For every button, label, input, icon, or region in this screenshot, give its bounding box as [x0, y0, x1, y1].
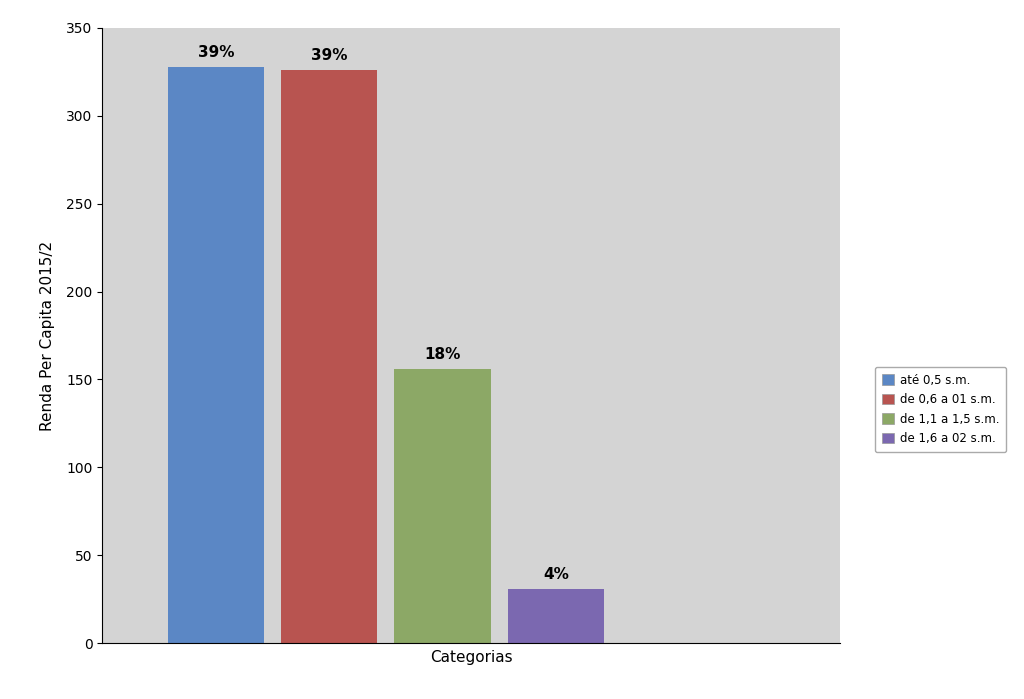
Bar: [168, 66, 264, 643]
Bar: [508, 589, 604, 643]
Bar: [281, 70, 378, 643]
Y-axis label: Renda Per Capita 2015/2: Renda Per Capita 2015/2: [40, 240, 55, 431]
Text: 39%: 39%: [311, 48, 347, 63]
Text: 18%: 18%: [425, 347, 461, 362]
X-axis label: Categorias: Categorias: [430, 650, 512, 665]
Legend: até 0,5 s.m., de 0,6 a 01 s.m., de 1,1 a 1,5 s.m., de 1,6 a 02 s.m.: até 0,5 s.m., de 0,6 a 01 s.m., de 1,1 a…: [876, 366, 1007, 452]
Text: 4%: 4%: [543, 567, 569, 582]
Bar: [394, 369, 490, 643]
Text: 39%: 39%: [198, 45, 234, 59]
